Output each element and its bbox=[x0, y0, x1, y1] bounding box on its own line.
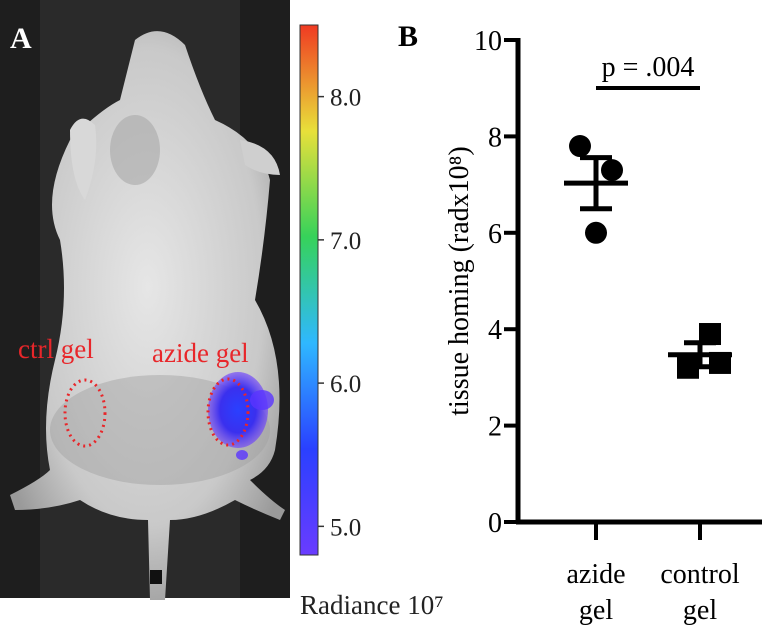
mouse-image bbox=[0, 0, 290, 601]
y-tick-label: 2 bbox=[488, 412, 502, 443]
colorbar-tick-label: 6.0 bbox=[330, 371, 361, 398]
image-annotation: azide gel bbox=[152, 338, 249, 368]
x-tick-label: gel bbox=[579, 595, 613, 626]
data-point bbox=[699, 323, 721, 346]
colorbar bbox=[299, 24, 319, 556]
data-point bbox=[585, 221, 607, 244]
colorbar-tick-label: 7.0 bbox=[330, 228, 361, 255]
colorbar-label: Radiance 10⁷ bbox=[300, 590, 444, 620]
colorbar-tick-label: 8.0 bbox=[330, 85, 361, 112]
image-annotation: ctrl gel bbox=[18, 334, 94, 364]
y-tick-label: 6 bbox=[488, 219, 502, 250]
y-tick-label: 10 bbox=[474, 26, 502, 57]
data-point bbox=[569, 135, 591, 158]
y-tick-label: 0 bbox=[488, 508, 502, 539]
y-axis-label: tissue homing (radx10⁸) bbox=[444, 146, 475, 416]
x-tick-label: azide bbox=[566, 559, 625, 590]
y-tick-label: 4 bbox=[488, 315, 502, 346]
x-tick-label: gel bbox=[683, 595, 717, 626]
panel-label: A bbox=[10, 22, 32, 55]
panel-label: B bbox=[398, 20, 418, 53]
colorbar-tick-label: 5.0 bbox=[330, 514, 361, 541]
x-tick-label: control bbox=[660, 559, 740, 590]
y-tick-label: 8 bbox=[488, 122, 502, 153]
significance-label: p = .004 bbox=[602, 52, 695, 83]
data-point bbox=[601, 159, 623, 182]
